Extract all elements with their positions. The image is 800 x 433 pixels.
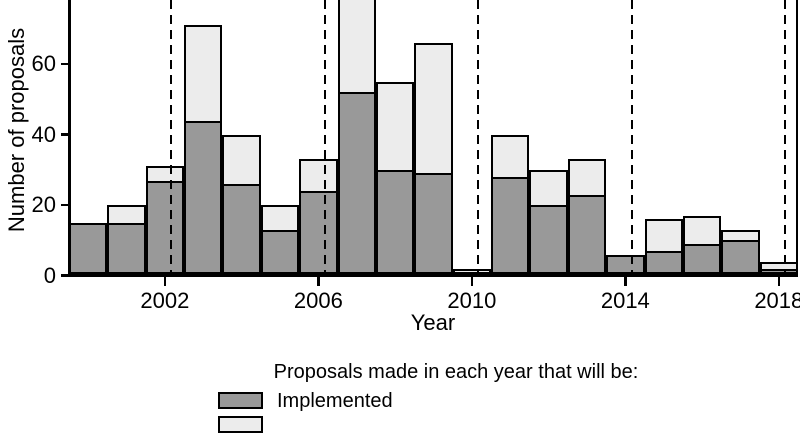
x-axis-line	[68, 274, 798, 277]
x-tick-label-2010: 2010	[447, 288, 497, 313]
bar-segment-implemented-2014	[606, 254, 645, 274]
x-tick-label-2002: 2002	[140, 288, 190, 313]
legend-swatch-implemented	[218, 392, 263, 409]
bar-segment-implemented-2015	[644, 251, 683, 274]
x-tick-2002	[163, 277, 167, 286]
bar-segment-implemented-2011	[491, 177, 530, 274]
stacked-bar-figure: 0 20 40 60 2002 2006 2010 2014 2018 Number of p…	[4, 0, 800, 433]
bar-segment-implemented-2013	[567, 194, 607, 274]
bar-segment-implemented-2007	[337, 92, 376, 274]
y-axis-title-text: Number of proposals	[4, 27, 29, 233]
x-tick-label-2014: 2014	[600, 288, 650, 313]
y-tick-label-0: 0	[43, 262, 56, 288]
bar-segment-implemented-2006	[299, 191, 338, 274]
bar-segment-implemented-2012	[529, 205, 568, 274]
bar-segment-implemented-2001	[107, 222, 146, 274]
bar-segment-implemented-2000	[68, 222, 108, 274]
dashed-vline-2006	[323, 0, 326, 274]
y-tick-label-40: 40	[31, 121, 56, 147]
x-axis-title: Year	[410, 310, 456, 335]
bar-segment-implemented-2008	[375, 169, 415, 274]
bar-segment-implemented-2009	[414, 173, 453, 274]
bar-segment-implemented-2016	[682, 243, 722, 274]
dashed-vline-2018	[784, 0, 787, 274]
legend-label-implemented: Implemented	[277, 390, 393, 412]
bar-segment-implemented-2017	[721, 240, 760, 274]
dashed-vline-2010	[477, 0, 480, 274]
bar-segment-implemented-2003	[184, 120, 223, 274]
y-tick-40	[61, 133, 69, 136]
bar-segment-implemented-2002	[145, 180, 185, 274]
bar-segment-implemented-2005	[260, 229, 300, 274]
bar-segment-implemented-2004	[222, 184, 261, 274]
x-tick-2006	[317, 277, 320, 286]
y-axis-line	[68, 0, 71, 276]
y-tick-label-20: 20	[31, 192, 56, 218]
y-tick-60	[61, 62, 69, 66]
x-tick-2010	[470, 277, 474, 286]
x-tick-label-2006: 2006	[293, 288, 343, 313]
y-tick-label-60: 60	[31, 51, 56, 77]
legend-title: Proposals made in each year that will be…	[273, 361, 639, 383]
y-tick-20	[61, 203, 69, 207]
bar-segment-unimplemented-2010	[452, 268, 492, 274]
x-tick-2014	[624, 277, 627, 286]
right-border-line	[795, 0, 798, 276]
dashed-vline-2014	[630, 0, 633, 274]
dashed-vline-2002	[170, 0, 173, 274]
x-tick-2018	[777, 277, 781, 286]
x-tick-label-2018: 2018	[754, 288, 800, 313]
y-tick-0	[61, 274, 69, 277]
plot-area	[68, 0, 798, 277]
